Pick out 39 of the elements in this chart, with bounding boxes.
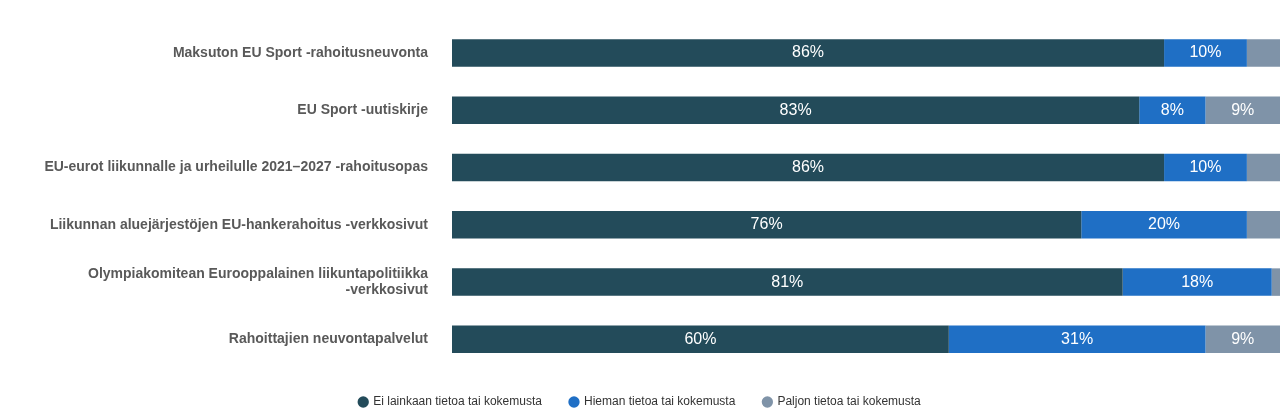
bar	[1081, 211, 1247, 239]
data-label: 20%	[1148, 215, 1181, 233]
legend-label: Paljon tietoa tai kokemusta	[777, 394, 922, 409]
data-label: 8%	[1160, 100, 1184, 118]
legend-label: Hieman tietoa tai kokemusta	[583, 394, 736, 409]
data-label: 86%	[792, 43, 825, 61]
bar	[452, 268, 1123, 296]
y-tick-label: Maksuton EU Sport -rahoitusneuvonta	[172, 43, 429, 60]
data-label: 9%	[1231, 100, 1255, 118]
data-label: 81%	[771, 272, 804, 290]
data-label: 18%	[1181, 272, 1214, 290]
bar	[1122, 268, 1272, 296]
bar	[948, 325, 1206, 354]
y-tick-label: Olympiakomitean Eurooppalainen liikuntapolitiikka -verkkosivut	[88, 264, 429, 298]
data-label: 10%	[1189, 43, 1222, 61]
bar	[1246, 39, 1280, 67]
data-label: 86%	[792, 157, 825, 175]
bar	[452, 211, 1082, 239]
y-tick-label: EU Sport -uutiskirje	[297, 101, 429, 118]
data-label: 10%	[1189, 157, 1222, 175]
data-label: 9%	[1231, 329, 1255, 347]
data-label: 76%	[750, 215, 783, 233]
legend-label: Ei lainkaan tietoa tai kokemusta	[373, 394, 543, 409]
y-tick-label: EU-eurot liikunnalle ja urheilulle 2021–2027 -rahoitusopas	[44, 158, 429, 175]
y-tick-label: Liikunnan aluejärjestöjen EU-hankerahoitus -verkkosivut	[49, 215, 429, 232]
bar	[452, 96, 1140, 125]
bar	[1164, 39, 1247, 67]
y-tick-label: Rahoittajien neuvontapalvelut	[228, 330, 429, 347]
bar	[452, 39, 1165, 67]
bar	[452, 325, 949, 354]
bar	[1271, 268, 1280, 296]
bar	[1246, 211, 1280, 239]
bar	[1246, 153, 1280, 182]
bar	[452, 153, 1165, 182]
bar	[1205, 325, 1280, 354]
data-label: 60%	[684, 329, 717, 347]
data-label: 83%	[779, 100, 812, 118]
bar	[1205, 96, 1280, 125]
data-label: 31%	[1061, 329, 1094, 347]
